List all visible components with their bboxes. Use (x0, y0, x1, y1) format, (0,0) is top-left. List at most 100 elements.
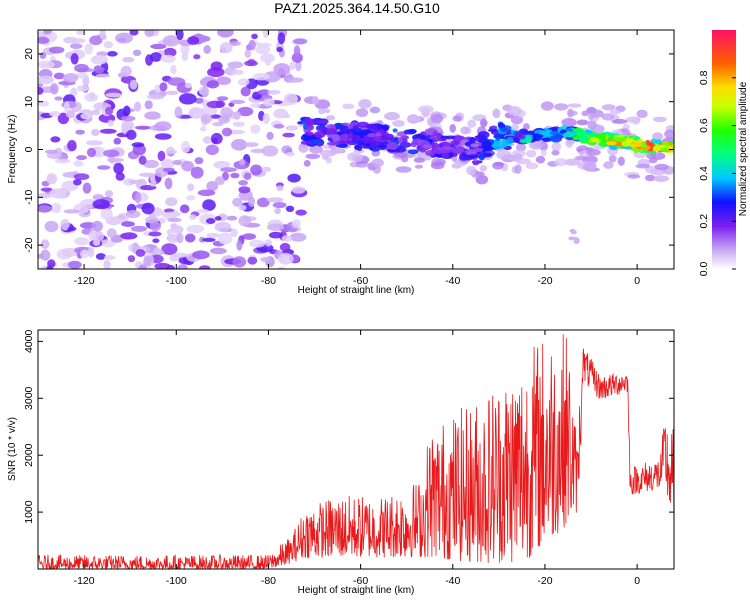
halo-blob (414, 164, 424, 169)
noise-blob (127, 255, 136, 263)
noise-blob (228, 41, 241, 47)
noise-blob (61, 247, 78, 257)
noise-blob (293, 45, 301, 57)
noise-blob (133, 101, 142, 112)
halo-blob (326, 115, 336, 121)
signal-blob (356, 143, 363, 151)
halo-blob (554, 103, 569, 111)
noise-blob (291, 52, 303, 63)
noise-blob (239, 158, 246, 166)
halo-blob (352, 153, 363, 162)
spectrogram-x-tick-label: -40 (445, 275, 460, 287)
halo-blob (574, 155, 588, 161)
noise-blob (166, 228, 174, 236)
noise-blob (206, 218, 216, 224)
signal-blob (464, 149, 478, 155)
halo-blob (525, 150, 537, 158)
noise-blob (248, 39, 256, 51)
noise-blob (88, 91, 96, 100)
noise-blob (50, 136, 61, 143)
noise-blob (51, 202, 62, 214)
signal-blob (317, 126, 328, 132)
noise-blob (75, 129, 85, 135)
noise-blob (186, 224, 205, 234)
noise-blob (282, 132, 295, 138)
snr-y-ticks: 1000 2000 3000 4000 (23, 330, 674, 524)
noise-blob (94, 66, 105, 74)
signal-blob (440, 137, 447, 142)
halo-blob (371, 158, 384, 168)
signal-blob (481, 140, 493, 149)
halo-blob (418, 105, 434, 114)
noise-blob (141, 202, 155, 215)
noise-blob (178, 93, 197, 105)
noise-blob (215, 176, 225, 186)
spectrogram-x-tick-label: 0 (634, 275, 640, 287)
snr-x-tick-label: -60 (353, 575, 368, 587)
halo-blob (342, 103, 355, 110)
core-blob (576, 131, 588, 137)
noise-blob (161, 243, 178, 256)
signal-blob (352, 125, 359, 131)
colorbar-tick-label: 0.8 (698, 70, 710, 85)
noise-blob (143, 159, 160, 169)
noise-blob (200, 114, 213, 124)
halo-blob (369, 106, 381, 114)
halo-blob (612, 118, 628, 124)
signal-blob (450, 140, 460, 146)
noise-blob (103, 41, 114, 49)
colorbar-tick-label: 0.6 (698, 118, 710, 133)
noise-blob (238, 204, 247, 211)
noise-blob (49, 188, 67, 199)
noise-blob (97, 165, 111, 170)
noise-blob (54, 96, 63, 101)
noise-blob (193, 54, 201, 60)
signal-blob (444, 135, 457, 140)
halo-blob (479, 165, 488, 172)
signal-blob (351, 134, 361, 142)
noise-blob (187, 36, 200, 45)
halo-blob (654, 163, 669, 171)
snr-x-tick-label: 0 (634, 575, 640, 587)
noise-blob (154, 121, 172, 132)
core-blob (640, 141, 647, 148)
halo-blob (466, 165, 477, 176)
signal-blob (565, 131, 577, 138)
noise-blob (261, 145, 279, 157)
halo-blob (581, 110, 589, 117)
noise-blob (144, 100, 153, 110)
noise-blob (63, 73, 79, 83)
noise-blob (199, 265, 211, 269)
noise-blob (144, 30, 155, 37)
signal-blob (392, 128, 398, 133)
noise-blob (232, 256, 247, 268)
snr-y-label: SNR (10 * v/v) (7, 417, 18, 481)
noise-blob (38, 87, 44, 95)
spectrogram-y-tick-label: 20 (23, 48, 35, 60)
noise-blob (106, 157, 125, 163)
noise-blob (43, 30, 52, 35)
halo-blob (474, 171, 485, 178)
noise-blob (202, 237, 216, 242)
noise-blob (220, 107, 234, 119)
noise-blob (238, 180, 249, 186)
halo-blob (384, 112, 400, 121)
noise-blob (242, 233, 256, 240)
halo-blob (561, 117, 577, 127)
noise-blob (121, 221, 135, 227)
noise-blob (273, 108, 288, 119)
noise-blob (216, 76, 231, 85)
noise-blob (157, 150, 166, 162)
noise-blob (276, 46, 284, 53)
noise-blob (115, 32, 133, 44)
noise-blob (40, 249, 51, 261)
noise-blob (104, 255, 116, 261)
snr-x-tick-label: -80 (261, 575, 276, 587)
halo-blob (395, 166, 412, 173)
noise-blob (160, 158, 175, 169)
halo-blob (394, 151, 408, 158)
core-blob (607, 136, 614, 141)
halo-blob (430, 161, 445, 170)
noise-blob (152, 207, 163, 217)
noise-blob (150, 43, 167, 50)
